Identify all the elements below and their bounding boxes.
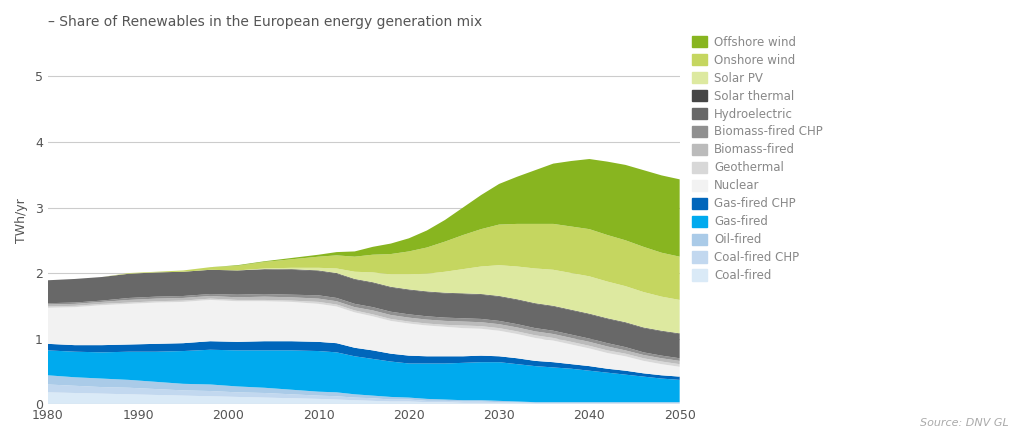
Legend: Offshore wind, Onshore wind, Solar PV, Solar thermal, Hydroelectric, Biomass-fir: Offshore wind, Onshore wind, Solar PV, S… — [692, 36, 823, 282]
Text: – Share of Renewables in the European energy generation mix: – Share of Renewables in the European en… — [48, 15, 482, 29]
Text: Source: DNV GL: Source: DNV GL — [920, 418, 1009, 428]
Y-axis label: TWh/yr: TWh/yr — [15, 198, 28, 243]
